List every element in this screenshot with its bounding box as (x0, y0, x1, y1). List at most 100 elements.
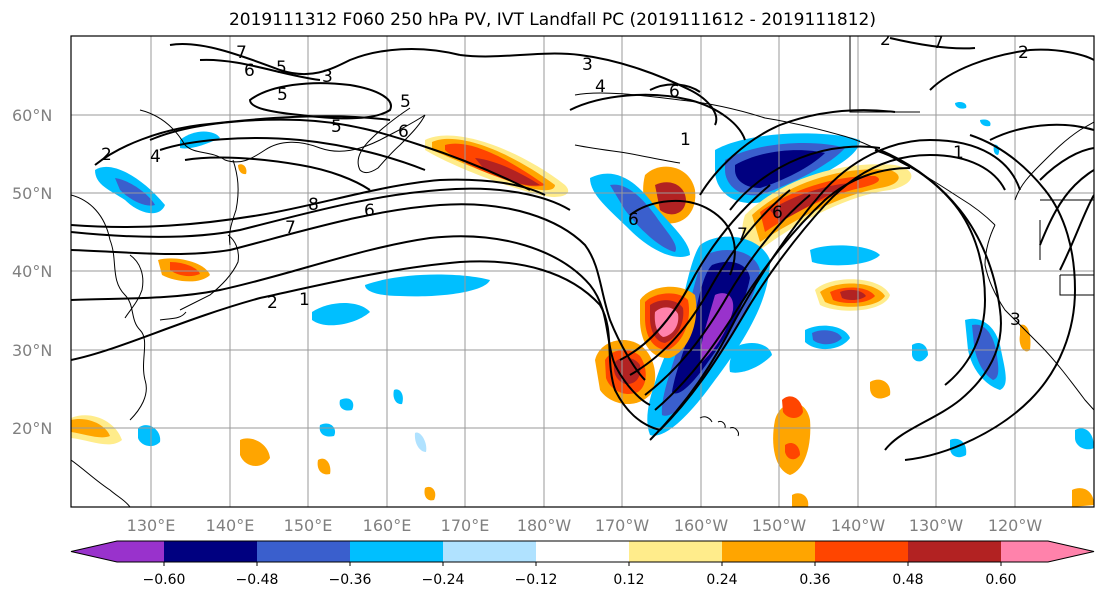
pv-contour (904, 134, 1077, 461)
colorbar-tick-label: 0.24 (706, 572, 737, 588)
contour-label: 6 (244, 61, 255, 81)
anomaly-blob (317, 458, 331, 475)
pv-contour (874, 149, 987, 386)
lon-label: 130°E (127, 516, 176, 535)
korea-coastline (124, 254, 144, 319)
pv-contour (248, 82, 392, 120)
anomaly-blob (760, 175, 880, 232)
colorbar (70, 540, 1095, 566)
anomaly-blob (393, 389, 403, 405)
anomaly-blob (840, 289, 866, 301)
contour-label: 1 (299, 290, 310, 310)
pv-contour (71, 178, 546, 228)
contour-label: 4 (150, 147, 161, 167)
pv-contour (71, 235, 651, 406)
contour-label: 2 (880, 30, 891, 50)
anomaly-blob (870, 379, 891, 399)
anomaly-blob (180, 131, 220, 149)
anomaly-blob (240, 438, 270, 466)
colorbar-tick-label: −0.12 (515, 572, 558, 588)
contour-label: 5 (277, 85, 288, 105)
colorbar-bin (443, 541, 536, 562)
contour-labels: 7 6 5 3 2 4 5 6 7 8 6 2 1 7 6 5 4 3 2 1 (101, 30, 1029, 330)
anomaly-blob (785, 443, 800, 460)
pv-contour (619, 184, 771, 361)
contour-label: 5 (276, 58, 287, 78)
pv-contour (184, 156, 371, 191)
pv-contour (71, 187, 571, 238)
pv-contour (94, 115, 391, 166)
hawaii-islands (699, 416, 739, 437)
colorbar-bin (71, 541, 164, 562)
anomaly-blob (319, 423, 336, 437)
contour-label: 3 (322, 67, 333, 87)
anomaly-blob (610, 184, 676, 252)
colorbar-outline (70, 540, 1095, 563)
colorbar-bin (815, 541, 908, 562)
north-america-coastline (1014, 121, 1094, 201)
anomaly-blob (792, 493, 809, 507)
lon-label: 160°E (363, 516, 412, 535)
lon-label: 150°E (284, 516, 333, 535)
contour-label: 6 (772, 203, 783, 223)
pv-contour (929, 48, 1094, 91)
pv-contour (1059, 194, 1094, 271)
pv-contour (1039, 147, 1094, 181)
pv-contour (459, 52, 718, 126)
contour-label: 2 (267, 293, 278, 313)
pv-contours (71, 37, 1094, 461)
anomaly-blob (138, 425, 161, 447)
contour-label: 3 (582, 55, 593, 75)
pv-contour (169, 43, 461, 76)
colorbar-tick-label: −0.60 (143, 572, 186, 588)
pv-contour (1039, 169, 1094, 246)
contour-label: 7 (285, 218, 296, 238)
asia-coastline (139, 109, 426, 163)
pv-contour (629, 199, 736, 276)
anomaly-blob (812, 330, 842, 345)
lon-label: 120°W (988, 516, 1043, 535)
anomaly-blob (810, 245, 880, 266)
sakhalin-coastline (229, 159, 239, 246)
colorbar-bin (257, 541, 350, 562)
contour-label: 6 (628, 210, 639, 230)
anomaly-blob (115, 178, 155, 206)
anomaly-blob (475, 158, 540, 186)
kamchatka-coastline (357, 107, 426, 174)
anomaly-blob (414, 432, 427, 452)
colorbar-bin (164, 541, 257, 562)
map-frame (70, 35, 1095, 508)
contour-label: 2 (101, 145, 112, 165)
pv-contour (659, 153, 1006, 431)
anomaly-blob (655, 182, 686, 215)
contour-label: 5 (400, 92, 411, 112)
colorbar-bin (722, 541, 815, 562)
asia-coastline (71, 194, 147, 507)
contour-label: 2 (1018, 43, 1029, 63)
colorbar-bin (908, 541, 1001, 562)
political-boundaries (849, 36, 1094, 296)
lat-label: 60°N (12, 106, 52, 125)
contour-label: 8 (308, 195, 319, 215)
colorbar-tick-label: −0.24 (422, 572, 465, 588)
contour-label: 7 (933, 33, 944, 53)
lat-label: 50°N (12, 184, 52, 203)
pv-contour (644, 194, 811, 396)
anomaly-blob (424, 486, 436, 501)
coastlines (71, 92, 1094, 507)
anomaly-blob (1075, 428, 1094, 450)
anomaly-blob (735, 150, 825, 188)
lon-label: 150°W (752, 516, 807, 535)
colorbar-tick-label: −0.48 (236, 572, 279, 588)
latitude-labels: 60°N 50°N 40°N 30°N 20°N (12, 106, 52, 438)
anomaly-blob (955, 101, 967, 109)
lon-label: 180°W (517, 516, 572, 535)
boundary-line (849, 36, 920, 113)
lat-label: 20°N (12, 419, 52, 438)
longitude-labels: 130°E 140°E 150°E 160°E 170°E 180°W 170°… (127, 516, 1043, 535)
lon-label: 160°W (674, 516, 729, 535)
anomaly-blob (238, 164, 247, 175)
anomaly-blob (980, 119, 991, 127)
pv-contour (654, 167, 911, 411)
